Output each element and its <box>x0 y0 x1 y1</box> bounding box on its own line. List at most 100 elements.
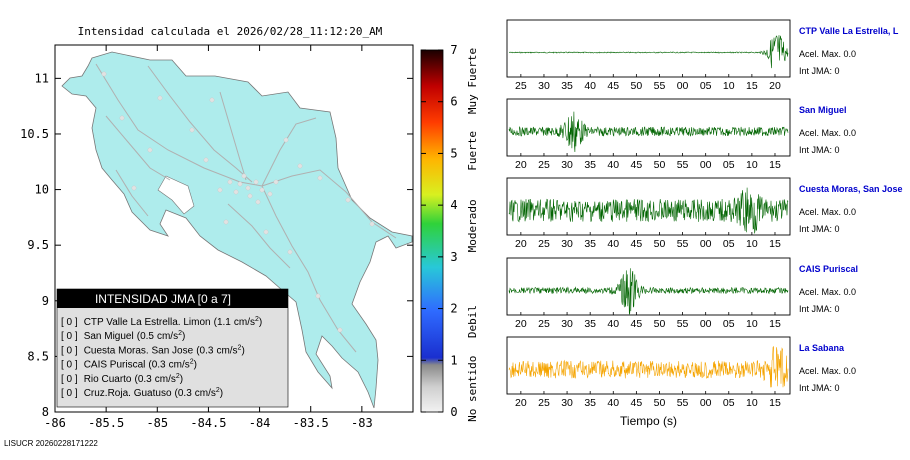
colorbar-tick-label: 0 <box>450 405 457 419</box>
colorbar-tick-label: 5 <box>450 146 457 160</box>
gulf-of-nicoya <box>157 175 195 215</box>
legend-row-name: CAIS Puriscal <box>84 360 146 371</box>
colorbar-tick-label: 1 <box>450 353 457 367</box>
legend-row-jma: [ 0 ] <box>61 388 78 399</box>
seismogram-frame <box>506 336 791 395</box>
map-y-tick-label: 9.5 <box>27 238 49 252</box>
map-y-tick-label: 11 <box>35 71 49 85</box>
seismogram-tick-label: 45 <box>631 318 643 330</box>
map-title: Intensidad calculada el 2026/02/28_11:12… <box>78 25 383 38</box>
station-max-acceleration: Acel. Max. 0.0 <box>799 287 856 297</box>
seismogram-tick-label: 55 <box>654 80 666 92</box>
seismogram-tick-label: 15 <box>746 80 758 92</box>
seismogram-panels: 25 30 35 40 45 50 55 00 05 10 15 20 CTP Valle La Est… <box>506 19 903 428</box>
seismogram-tick-label: 55 <box>677 318 689 330</box>
seismogram-tick-label: 55 <box>677 238 689 250</box>
legend-row-jma: [ 0 ] <box>61 317 78 328</box>
legend-row-acc: 0.5 <box>140 331 154 342</box>
seismogram-trace <box>508 268 789 316</box>
legend-row: [ 0 ] CTP Valle La Estrella. Limon (1.1 cm/… <box>61 316 262 328</box>
colorbar-tick-label: 6 <box>450 95 457 109</box>
legend-row: [ 0 ] Cruz.Roja. Guatuso (0.3 cm/s2) <box>61 387 223 399</box>
seismogram-tick-label: 25 <box>538 238 550 250</box>
footer-id: LISUCR 20260228171222 <box>4 439 98 448</box>
seismogram-panel: 25 30 35 40 45 50 55 00 05 10 15 20 CTP Valle La Est… <box>506 19 899 92</box>
seismogram-tick-label: 00 <box>700 318 712 330</box>
seismogram-tick-label: 00 <box>677 80 689 92</box>
map-x-tick-label: -83.5 <box>293 416 329 430</box>
legend-row-name: San Miguel <box>84 331 134 342</box>
colorbar-tick-label: 4 <box>450 198 457 212</box>
legend-row-jma: [ 0 ] <box>61 374 78 385</box>
seismogram-x-axis-label: Tiempo (s) <box>620 414 677 428</box>
seismogram-tick-label: 30 <box>538 80 550 92</box>
map-x-tick-label: -84 <box>249 416 271 430</box>
seismogram-tick-label: 10 <box>746 397 758 409</box>
map-x-tick-label: -84.5 <box>190 416 226 430</box>
legend-row-jma: [ 0 ] <box>61 360 78 371</box>
station-jma-intensity: Int JMA: 0 <box>799 383 840 393</box>
seismogram-tick-label: 35 <box>584 238 596 250</box>
legend-row-acc: 0.3 <box>138 374 152 385</box>
legend-row-name: CTP Valle La Estrella. Limon <box>84 317 211 328</box>
legend-row: [ 0 ] Cuesta Moras. San Jose (0.3 cm/s2) <box>61 344 245 356</box>
seismogram-tick-label: 45 <box>607 80 619 92</box>
station-max-acceleration: Acel. Max. 0.0 <box>799 49 856 59</box>
seismogram-tick-label: 15 <box>769 238 781 250</box>
legend-row-name: Cruz.Roja. Guatuso <box>84 388 172 399</box>
seismogram-tick-label: 10 <box>723 80 735 92</box>
map-x-tick-label: -86 <box>44 416 66 430</box>
seismogram-tick-label: 40 <box>607 318 619 330</box>
legend-row-name: Cuesta Moras. San Jose <box>84 345 194 356</box>
seismogram-tick-label: 30 <box>561 159 573 171</box>
costa-rica-land <box>61 51 413 409</box>
colorbar-label: Fuerte <box>466 131 479 171</box>
legend-row-jma: [ 0 ] <box>61 345 78 356</box>
legend-row-unit: cm/s <box>234 317 255 328</box>
colorbar-tick-label: 7 <box>450 43 457 57</box>
legend-row-acc: 0.3 <box>152 360 166 371</box>
seismogram-panel: 20 25 30 35 40 45 50 55 00 05 10 15 Cuesta Moras, Sa… <box>506 177 903 250</box>
legend-row-exp: 2 <box>238 344 242 351</box>
station-name: CTP Valle La Estrella, L <box>799 26 899 36</box>
colorbar-label: Debil <box>466 305 479 338</box>
seismogram-frame <box>506 257 791 316</box>
legend-row-acc: 0.3 <box>200 345 214 356</box>
seismogram-trace <box>508 346 789 388</box>
seismogram-tick-label: 50 <box>631 80 643 92</box>
seismogram-tick-label: 00 <box>700 238 712 250</box>
map-y-tick-label: 10.5 <box>20 127 49 141</box>
seismogram-tick-label: 45 <box>631 238 643 250</box>
seismogram-panel: 20 25 30 35 40 45 50 55 00 05 10 15 San Miguel Acel. … <box>506 98 856 171</box>
colorbar-label: Moderado <box>466 199 479 252</box>
station-jma-intensity: Int JMA: 0 <box>799 304 840 314</box>
station-dots <box>101 71 375 333</box>
colorbar-ticks: 0 1 2 3 4 5 6 7 <box>421 43 458 419</box>
map-y-tick-label: 8.5 <box>27 349 49 363</box>
seismogram-tick-label: 05 <box>700 80 712 92</box>
seismogram-tick-label: 45 <box>631 159 643 171</box>
seismogram-tick-label: 20 <box>769 80 781 92</box>
legend-title: INTENSIDAD JMA [0 a 7] <box>95 292 231 306</box>
legend-row-exp: 2 <box>255 316 259 323</box>
legend-row-acc: 0.3 <box>178 388 192 399</box>
seismogram-tick-label: 00 <box>700 397 712 409</box>
map-y-tick-label: 8 <box>42 405 49 419</box>
seismogram-tick-label: 25 <box>538 159 550 171</box>
legend-row-exp: 2 <box>190 359 194 366</box>
seismogram-frame <box>506 98 791 157</box>
seismogram-tick-label: 05 <box>723 397 735 409</box>
seismogram-tick-label: 35 <box>584 318 596 330</box>
seismogram-tick-label: 25 <box>515 80 527 92</box>
station-jma-intensity: Int JMA: 0 <box>799 66 840 76</box>
seismogram-tick-label: 20 <box>515 159 527 171</box>
station-max-acceleration: Acel. Max. 0.0 <box>799 207 856 217</box>
seismogram-tick-label: 00 <box>700 159 712 171</box>
legend-row-name: Rio Cuarto <box>84 374 132 385</box>
legend-row-exp: 2 <box>178 330 182 337</box>
legend-rows: [ 0 ] CTP Valle La Estrella. Limon (1.1 cm/… <box>61 316 262 399</box>
legend-row-unit: cm/s <box>216 345 237 356</box>
colorbar-label: No sentido <box>466 356 479 422</box>
seismogram-frame <box>506 19 791 78</box>
map-x-tick-labels: -86 -85.5 -85 -84.5 -84 -83.5 -83 <box>44 416 373 430</box>
